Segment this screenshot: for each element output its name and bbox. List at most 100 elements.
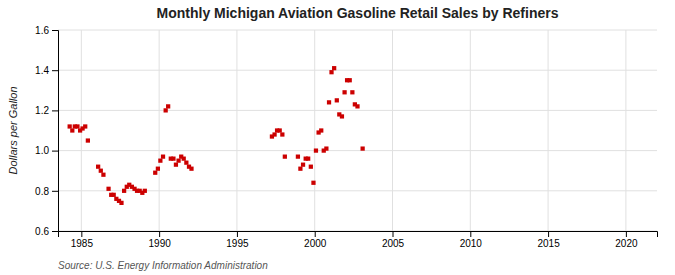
point [306, 157, 310, 161]
x-tick: 2020 [615, 231, 638, 249]
x-grid-line [625, 30, 626, 231]
point [164, 108, 168, 112]
point [298, 167, 302, 171]
y-axis-line [52, 31, 59, 232]
point [324, 146, 328, 150]
plot-area: 1985 1990 1995 2000 2005 2010 2015 2020 0.6 0.8 1.… [35, 25, 657, 249]
point [83, 124, 87, 128]
point [101, 173, 105, 177]
grid [58, 30, 657, 231]
x-tick-label: 2020 [615, 238, 638, 249]
y-tick-label: 0.8 [35, 186, 49, 197]
y-tick-label: 1.6 [35, 25, 49, 36]
point [272, 132, 276, 136]
point [106, 187, 110, 191]
x-grid-line [548, 30, 549, 231]
point [99, 169, 103, 173]
point [335, 98, 339, 102]
x-tick: 2000 [304, 231, 327, 249]
y-grid-line [58, 190, 657, 191]
y-grid-line [58, 70, 657, 71]
x-tick-mark [81, 231, 82, 237]
y-tick-mark [52, 70, 58, 71]
title: Monthly Michigan Aviation Gasoline Retai… [157, 5, 559, 21]
y-tick-mark [52, 30, 58, 31]
x-tick-label: 2010 [460, 238, 483, 249]
point [182, 157, 186, 161]
x-tick-label: 1995 [226, 238, 249, 249]
point [278, 128, 282, 132]
y-tick: 1.2 [35, 105, 58, 116]
point [86, 138, 90, 142]
y-tick-mark [52, 231, 58, 232]
point [112, 193, 116, 197]
point [348, 78, 352, 82]
y-grid-line [58, 30, 657, 31]
x-axis-line [59, 232, 658, 238]
chart: 1985 1990 1995 2000 2005 2010 2015 2020 0.6 0.8 1.… [0, 0, 675, 275]
point [296, 155, 300, 159]
x-tick: 1995 [226, 231, 249, 249]
point [143, 189, 147, 193]
y-grid-line [58, 150, 657, 151]
x-tick-mark [393, 231, 394, 237]
point [301, 163, 305, 167]
point [340, 114, 344, 118]
x-grid-line [159, 30, 160, 231]
x-tick-mark [159, 231, 160, 237]
point [158, 159, 162, 163]
y-grid-line [58, 110, 657, 111]
point [189, 167, 193, 171]
x-grid-line [314, 30, 315, 231]
y-tick: 1.6 [35, 25, 58, 36]
x-tick-label: 2000 [304, 238, 327, 249]
point [280, 132, 284, 136]
point [311, 181, 315, 185]
x-axis: 1985 1990 1995 2000 2005 2010 2015 2020 [59, 231, 658, 249]
x-grid-line [470, 30, 471, 231]
x-tick-label: 1985 [71, 238, 94, 249]
source-note: Source: U.S. Energy Information Administ… [58, 260, 268, 271]
point [184, 161, 188, 165]
point [119, 201, 123, 205]
point [329, 70, 333, 74]
y-tick-mark [52, 110, 58, 111]
point [70, 128, 74, 132]
points [68, 66, 365, 205]
x-tick-label: 1990 [149, 238, 172, 249]
y-tick: 1.4 [35, 65, 58, 76]
x-grid-line [392, 30, 393, 231]
y-tick: 1.0 [35, 145, 58, 156]
point [361, 146, 365, 150]
y-tick-label: 1.4 [35, 65, 49, 76]
y-tick-label: 1.0 [35, 145, 49, 156]
x-tick: 1990 [149, 231, 172, 249]
point [161, 155, 165, 159]
x-tick-mark [548, 231, 549, 237]
y-axis-title: Dollars per Gallon [7, 86, 19, 174]
x-tick-mark [237, 231, 238, 237]
point [327, 100, 331, 104]
y-tick-mark [52, 151, 58, 152]
point [75, 124, 79, 128]
x-tick-mark [626, 231, 627, 237]
point [342, 90, 346, 94]
y-tick-label: 1.2 [35, 105, 49, 116]
x-tick-label: 2005 [382, 238, 405, 249]
x-tick: 1985 [71, 231, 94, 249]
point [122, 189, 126, 193]
y-tick-label: 0.6 [35, 226, 49, 237]
point [355, 104, 359, 108]
y-tick: 0.6 [35, 226, 58, 237]
point [153, 171, 157, 175]
point [166, 104, 170, 108]
point [309, 165, 313, 169]
point [68, 124, 72, 128]
point [314, 148, 318, 152]
point [176, 159, 180, 163]
point [350, 90, 354, 94]
point [156, 167, 160, 171]
point [171, 157, 175, 161]
x-tick: 2015 [537, 231, 560, 249]
point [96, 165, 100, 169]
